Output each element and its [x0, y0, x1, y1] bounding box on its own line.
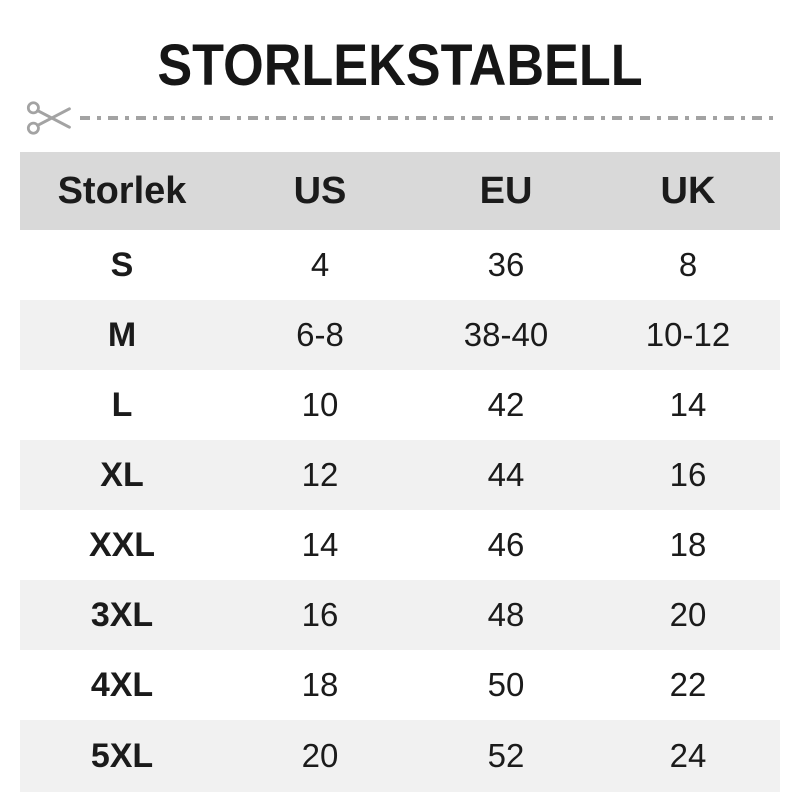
table-row: XXL 14 46 18: [20, 510, 780, 580]
cell-uk: 18: [669, 526, 707, 563]
cell-eu: 42: [487, 386, 525, 423]
header-cell-uk: UK: [660, 169, 716, 212]
dashed-cut-line: [80, 116, 774, 120]
cell-us: 4: [310, 246, 330, 283]
cell-uk: 20: [669, 596, 707, 633]
cell-uk: 22: [669, 666, 707, 703]
cell-us: 20: [301, 737, 339, 774]
cell-us: 10: [301, 386, 339, 423]
cell-us: 16: [301, 596, 339, 633]
header-cell-eu: EU: [479, 169, 533, 212]
size-table: Storlek US EU UK S 4 36 8 M 6-8 38-40 10-12 L 10 4…: [20, 152, 780, 792]
table-header-row: Storlek US EU UK: [20, 152, 780, 230]
cell-eu: 48: [487, 596, 525, 633]
scissors-icon: [26, 101, 71, 135]
cell-uk: 24: [669, 737, 707, 774]
cell-us: 14: [301, 526, 339, 563]
cell-uk: 16: [669, 456, 707, 493]
header-cell-storlek: Storlek: [57, 169, 187, 212]
cell-eu: 36: [487, 246, 525, 283]
cell-uk: 10-12: [645, 316, 731, 353]
table-row: 3XL 16 48 20: [20, 580, 780, 650]
cell-size: 5XL: [90, 736, 154, 775]
cell-size: M: [107, 315, 137, 354]
table-row: 5XL 20 52 24: [20, 720, 780, 792]
cell-eu: 38-40: [463, 316, 549, 353]
cell-size: L: [111, 385, 133, 424]
cell-eu: 50: [487, 666, 525, 703]
table-row: S 4 36 8: [20, 230, 780, 300]
table-row: M 6-8 38-40 10-12: [20, 300, 780, 370]
table-row: 4XL 18 50 22: [20, 650, 780, 720]
cut-line: [26, 98, 774, 138]
size-table-body: S 4 36 8 M 6-8 38-40 10-12 L 10 42 14 XL 12 44 16 XXL 14 4…: [20, 230, 780, 792]
cell-uk: 14: [669, 386, 707, 423]
cell-eu: 44: [487, 456, 525, 493]
cell-eu: 52: [487, 737, 525, 774]
cell-size: XL: [100, 455, 144, 494]
cell-us: 12: [301, 456, 339, 493]
cell-size: 4XL: [90, 665, 154, 704]
cell-size: 3XL: [90, 595, 154, 634]
cell-eu: 46: [487, 526, 525, 563]
cell-us: 18: [301, 666, 339, 703]
table-row: L 10 42 14: [20, 370, 780, 440]
cell-uk: 8: [678, 246, 698, 283]
cell-size: S: [110, 245, 134, 284]
table-row: XL 12 44 16: [20, 440, 780, 510]
cell-size: XXL: [88, 525, 156, 564]
header-cell-us: US: [293, 169, 347, 212]
page-title: STORLEKSTABELL: [157, 33, 643, 98]
cell-us: 6-8: [296, 316, 344, 353]
